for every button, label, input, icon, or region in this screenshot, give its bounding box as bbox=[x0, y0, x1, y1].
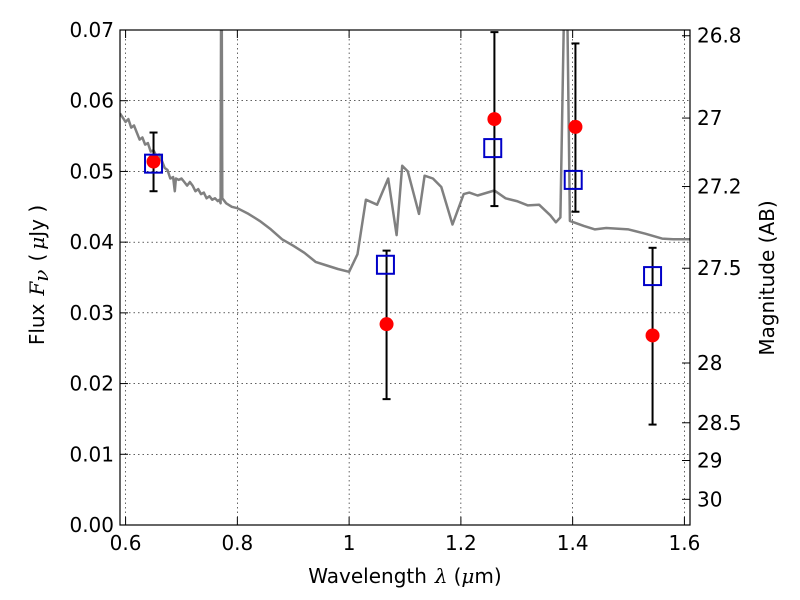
y-tick-label: 0.05 bbox=[69, 159, 114, 183]
y-tick-label: 0.02 bbox=[69, 372, 114, 396]
right-tick-label: 26.8 bbox=[697, 24, 742, 48]
y-axis-label-text: Flux bbox=[25, 303, 49, 345]
x-tick-label: 0.8 bbox=[221, 531, 253, 555]
x-tick-label: 0.6 bbox=[110, 531, 142, 555]
y-axis-label-unit-open: ( bbox=[25, 254, 49, 262]
right-tick-label: 27.5 bbox=[697, 256, 742, 280]
grid bbox=[120, 29, 690, 526]
y-tick-label: 0.07 bbox=[69, 18, 114, 42]
x-tick-label: 1.4 bbox=[557, 531, 589, 555]
y-axis-label-unit-rest: Jy ) bbox=[25, 205, 49, 239]
right-tick-label: 30 bbox=[697, 487, 722, 511]
right-tick-label: 27 bbox=[697, 106, 722, 130]
observed-point bbox=[379, 317, 394, 332]
x-axis-label-unit-open: ( bbox=[454, 564, 462, 588]
ticks bbox=[120, 29, 690, 526]
y-tick-label: 0.06 bbox=[69, 89, 114, 113]
x-axis-label-unit-mu: μ bbox=[461, 564, 474, 588]
model-point bbox=[483, 138, 503, 159]
model-point bbox=[144, 153, 164, 174]
spectrum-layer bbox=[120, 30, 690, 274]
y-tick-label: 0.00 bbox=[69, 513, 114, 537]
errorbar-layer bbox=[149, 31, 657, 426]
model-point bbox=[563, 169, 583, 190]
model-point bbox=[375, 254, 395, 275]
observed-point bbox=[487, 112, 502, 127]
plot-frame bbox=[119, 29, 691, 526]
x-axis-label-unit-rest: m) bbox=[474, 564, 501, 588]
right-tick-label: 28.5 bbox=[697, 411, 742, 435]
model-point bbox=[643, 266, 663, 287]
observed-points bbox=[146, 112, 660, 343]
right-tick-label: 29 bbox=[697, 449, 722, 473]
observed-point bbox=[568, 119, 583, 134]
right-tick-label: 28 bbox=[697, 351, 722, 375]
y-axis-label: Flux Fν ( μJy ) bbox=[25, 205, 53, 345]
y-axis-label-subscript: ν bbox=[29, 270, 53, 282]
observed-point bbox=[146, 154, 161, 169]
x-tick-label: 1 bbox=[343, 531, 356, 555]
x-axis-label: Wavelength λ (μm) bbox=[308, 564, 501, 588]
observed-point bbox=[645, 328, 660, 343]
x-tick-label: 1.2 bbox=[445, 531, 477, 555]
y-axis-label-unit-mu: μ bbox=[25, 237, 49, 250]
model-points bbox=[144, 138, 663, 287]
right-axis-label: Magnitude (AB) bbox=[755, 200, 779, 355]
tick-labels: 0.6 0.8 1 1.2 1.4 1.6 0.00 0.01 0.02 0.03 0.04 0.05… bbox=[69, 18, 741, 555]
spectrum-line bbox=[120, 30, 690, 274]
y-tick-label: 0.01 bbox=[69, 442, 114, 466]
right-tick-label: 27.2 bbox=[697, 175, 742, 199]
y-tick-label: 0.03 bbox=[69, 301, 114, 325]
y-axis-label-symbol: F bbox=[25, 281, 49, 297]
y-tick-label: 0.04 bbox=[69, 230, 114, 254]
x-tick-label: 1.6 bbox=[669, 531, 701, 555]
x-axis-label-text: Wavelength bbox=[308, 564, 427, 588]
x-axis-label-symbol: λ bbox=[434, 564, 448, 588]
